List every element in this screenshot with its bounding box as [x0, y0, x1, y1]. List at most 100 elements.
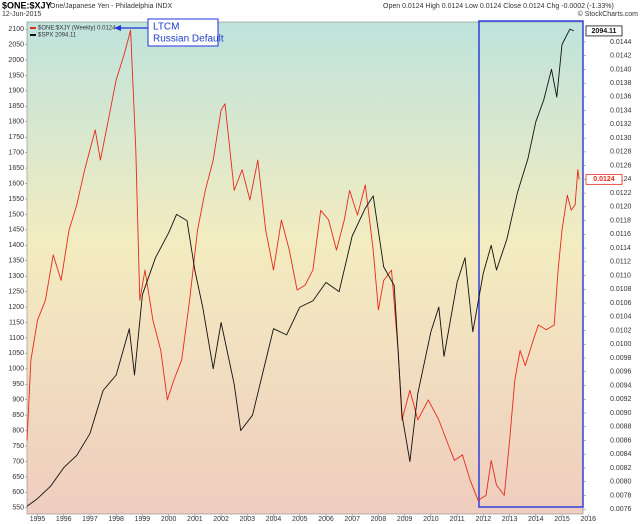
y2-tick-label: 0.0082	[610, 465, 632, 472]
y2-tick-label: 0.0078	[610, 492, 632, 499]
x-tick-label: 2007	[344, 516, 360, 523]
y-tick-label: 1450	[8, 227, 24, 234]
y2-tick-label: 0.0136	[610, 94, 632, 101]
x-tick-label: 2009	[397, 516, 413, 523]
x-tick-label: 2016	[580, 516, 596, 523]
x-tick-label: 2004	[266, 516, 282, 523]
y2-tick-label: 0.0114	[610, 245, 631, 252]
end-label: 2094.11	[592, 28, 617, 35]
annotation: Russian Default	[153, 34, 224, 45]
y2-tick-label: 0.0130	[610, 135, 632, 142]
x-tick-label: 2013	[502, 516, 518, 523]
y-tick-label: 900	[12, 397, 24, 404]
y-tick-label: 2050	[8, 41, 24, 48]
y2-tick-label: 0.0104	[610, 314, 632, 321]
x-tick-label: 1995	[30, 516, 46, 523]
y2-tick-label: 0.0106	[610, 300, 632, 307]
y-tick-label: 550	[12, 505, 24, 512]
end-label-box	[585, 173, 623, 185]
y-tick-label: 1750	[8, 134, 24, 141]
y-tick-label: 800	[12, 427, 24, 434]
y2-tick-label: 0.0120	[610, 204, 632, 211]
y2-tick-label: 0.0088	[610, 424, 632, 431]
y-tick-label: 1200	[8, 304, 24, 311]
y2-tick-label: 0.0134	[610, 107, 632, 114]
highlight-box	[478, 20, 584, 508]
annotation-box	[147, 18, 219, 47]
y2-tick-label: 0.0112	[610, 259, 631, 266]
y2-tick-label: 0.0122	[610, 190, 632, 197]
y2-tick-label: 0.0092	[610, 396, 632, 403]
x-tick-label: 2005	[292, 516, 308, 523]
y-tick-label: 600	[12, 489, 24, 496]
date: 12-Jun-2015	[2, 11, 41, 18]
y-tick-label: 1000	[8, 366, 24, 373]
y-tick-label: 1350	[8, 258, 24, 265]
y2-tick-label: 0.0126	[610, 162, 632, 169]
y-tick-label: 650	[12, 474, 24, 481]
series-line	[26, 28, 574, 507]
chart-subtitle: One/Japanese Yen - Philadelphia INDX	[50, 3, 173, 10]
y-tick-label: 1800	[8, 119, 24, 126]
y2-tick-label: 0.0080	[610, 479, 632, 486]
x-tick-label: 1998	[108, 516, 124, 523]
x-tick-label: 2014	[528, 516, 544, 523]
quote: Open 0.0124 High 0.0124 Low 0.0124 Close…	[383, 3, 614, 10]
x-tick-label: 2003	[240, 516, 256, 523]
y2-tick-label: 0.0084	[610, 451, 632, 458]
y-tick-label: 1850	[8, 103, 24, 110]
y2-tick-label: 0.0076	[610, 506, 632, 513]
end-label: 0.0124	[593, 176, 615, 183]
y2-tick-label: 0.0096	[610, 369, 632, 376]
y-tick-label: 1650	[8, 165, 24, 172]
y-tick-label: 1300	[8, 273, 24, 280]
y-tick-label: 2000	[8, 57, 24, 64]
y-tick-label: 1950	[8, 72, 24, 79]
y-tick-label: 1400	[8, 242, 24, 249]
y-tick-label: 1700	[8, 149, 24, 156]
y-tick-label: 1100	[9, 335, 24, 342]
series-line	[26, 29, 580, 501]
x-tick-label: 2000	[161, 516, 177, 523]
x-tick-label: 1999	[135, 516, 151, 523]
y2-tick-label: 0.0090	[610, 410, 632, 417]
y2-tick-label: 0.0132	[610, 121, 632, 128]
legend-label: $ONE:$XJY (Weekly) 0.0124	[38, 26, 116, 32]
credit: © StockCharts.com	[578, 10, 639, 18]
annotation-arrowhead	[114, 25, 121, 31]
x-tick-label: 2008	[371, 516, 387, 523]
y2-tick-label: 0.0128	[610, 149, 632, 156]
y2-tick-label: 0.0118	[610, 217, 631, 224]
y-tick-label: 1500	[8, 211, 24, 218]
x-tick-label: 2002	[213, 516, 229, 523]
y2-tick-label: 0.0142	[610, 53, 632, 60]
y-tick-label: 1900	[8, 88, 24, 95]
y2-tick-label: 0.0100	[610, 341, 632, 348]
y2-tick-label: 0.0094	[610, 382, 632, 389]
legend-label: $SPX 2094.11	[38, 33, 77, 39]
y-tick-label: 850	[12, 412, 24, 419]
y-tick-label: 1600	[8, 180, 24, 187]
y-tick-label: 2100	[8, 26, 24, 33]
y2-tick-label: 0.0138	[610, 80, 632, 87]
y2-tick-label: 0.0102	[610, 327, 632, 334]
y-tick-label: 1250	[8, 288, 24, 295]
y2-tick-label: 0.0108	[610, 286, 632, 293]
x-tick-label: 1997	[82, 516, 98, 523]
y-tick-label: 1550	[8, 196, 24, 203]
chart-title: $ONE:$XJY	[2, 0, 52, 10]
x-tick-label: 1996	[56, 516, 72, 523]
x-tick-label: 2006	[318, 516, 334, 523]
annotation: LTCM	[153, 22, 179, 33]
y2-tick-label: 0.0140	[610, 66, 632, 73]
x-tick-label: 2015	[554, 516, 570, 523]
y2-tick-label: 0.0110	[610, 272, 631, 279]
y-tick-label: 1150	[9, 319, 24, 326]
y2-tick-label: 0.0086	[610, 437, 632, 444]
y-tick-label: 700	[12, 458, 24, 465]
x-tick-label: 2010	[423, 516, 439, 523]
plot-area	[26, 21, 584, 515]
y-tick-label: 1050	[8, 350, 24, 357]
end-label-box	[585, 25, 623, 37]
